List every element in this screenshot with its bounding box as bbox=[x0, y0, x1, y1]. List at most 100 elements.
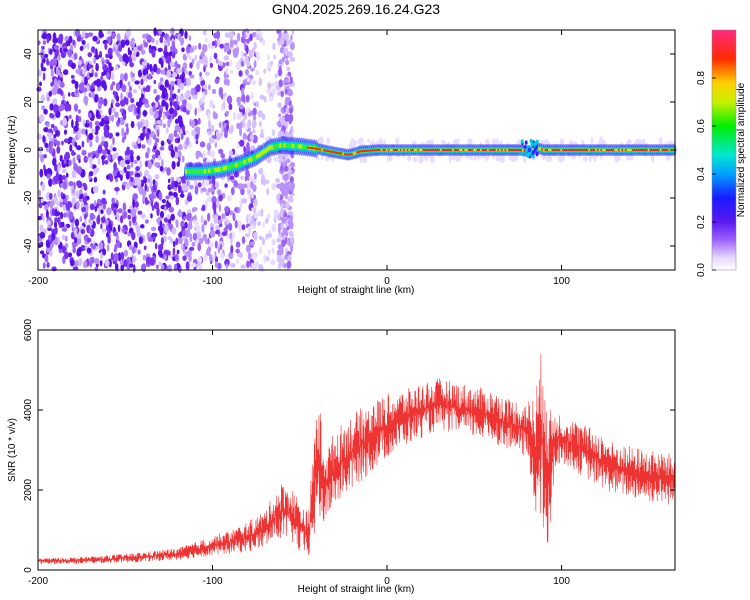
spectrogram-cell bbox=[74, 218, 80, 227]
spectrogram-cell bbox=[125, 170, 130, 180]
spectrogram-cell bbox=[196, 230, 201, 240]
spectrogram-cell bbox=[252, 128, 256, 134]
spectrogram-cell bbox=[88, 132, 94, 141]
spectrogram-cell bbox=[65, 202, 70, 211]
spectrogram-cell bbox=[96, 215, 101, 225]
spectrogram-cell bbox=[280, 207, 284, 217]
spectrogram-cell bbox=[84, 217, 87, 225]
spectrogram-cell bbox=[289, 186, 294, 192]
spectrogram-cell bbox=[288, 168, 292, 174]
spectrogram-cell bbox=[229, 175, 235, 180]
spectrogram-cell bbox=[273, 157, 279, 162]
spectrogram-cell bbox=[43, 228, 48, 235]
spectrogram-cell bbox=[170, 176, 175, 181]
spectrogram-cell bbox=[164, 224, 169, 234]
spectrogram-cell bbox=[107, 154, 112, 161]
spectrogram-cell bbox=[216, 39, 220, 47]
spectrogram-cell bbox=[287, 219, 293, 225]
spectrogram-cell bbox=[51, 232, 56, 241]
spectrogram-cell bbox=[39, 81, 42, 87]
spectrogram-cell bbox=[212, 110, 216, 119]
spectrogram-cell bbox=[147, 236, 153, 242]
spectrogram-cell bbox=[207, 212, 211, 221]
spectrogram-cell bbox=[246, 77, 251, 83]
spectrogram-cell bbox=[38, 69, 42, 77]
spectrogram-cell bbox=[250, 67, 255, 72]
spectrogram-cell bbox=[235, 47, 240, 55]
spectrogram-cell bbox=[92, 35, 98, 42]
spectrogram-cell bbox=[120, 99, 125, 107]
spectrogram-cell bbox=[226, 233, 230, 239]
spectrogram-cell bbox=[115, 50, 119, 56]
spectrogram-ridge-disturbance bbox=[535, 151, 539, 157]
spectrogram-cell bbox=[164, 45, 168, 53]
spectrogram-cell bbox=[226, 123, 230, 131]
spectrogram-cell bbox=[148, 193, 154, 200]
spectrogram-cell bbox=[115, 82, 121, 91]
spectrogram-cell bbox=[62, 204, 67, 212]
spectrogram-cell bbox=[132, 215, 136, 224]
spectrogram-cell bbox=[42, 262, 46, 269]
spectrogram-cell bbox=[81, 128, 86, 135]
spectrogram-cell bbox=[281, 239, 286, 247]
spectrogram-cell bbox=[42, 213, 45, 222]
spectrogram-cell bbox=[187, 212, 192, 220]
spectrogram-cell bbox=[228, 251, 234, 260]
spectrogram-cell bbox=[108, 107, 112, 116]
spectrogram-cell bbox=[140, 78, 144, 86]
spectrogram-cell bbox=[193, 207, 198, 212]
spectrogram-cell bbox=[228, 31, 234, 39]
spectrogram-cell bbox=[159, 226, 164, 236]
spectrogram-cell bbox=[424, 154, 429, 161]
spectrogram-cell bbox=[59, 202, 63, 208]
spectrogram-cell bbox=[317, 137, 321, 145]
spectrogram-cell bbox=[57, 36, 63, 44]
spectrogram-cell bbox=[287, 39, 293, 45]
spectrogram-cell bbox=[128, 85, 132, 92]
spectrogram-cell bbox=[228, 103, 233, 111]
spectrogram-cell bbox=[199, 76, 204, 81]
spectrogram-cell bbox=[176, 68, 182, 74]
spectrogram-cell bbox=[39, 148, 42, 155]
spectrogram-cell bbox=[110, 252, 114, 261]
spectrogram-cell bbox=[251, 80, 257, 85]
spectrogram-cell bbox=[153, 88, 158, 94]
spectrogram-cell bbox=[122, 202, 127, 211]
spectrogram-cell bbox=[142, 33, 147, 39]
spectrogram-cell bbox=[123, 249, 129, 257]
colorbar-tick-label: 0.2 bbox=[696, 215, 707, 229]
spectrogram-cell bbox=[412, 157, 418, 163]
spectrogram-cell bbox=[106, 232, 109, 238]
spectrogram-cell bbox=[144, 169, 149, 177]
spectrogram-cell bbox=[104, 219, 109, 226]
spectrogram-cell bbox=[41, 105, 46, 111]
spectrogram-cell bbox=[71, 149, 75, 156]
spectrogram-cell bbox=[89, 156, 93, 164]
spectrogram-cell bbox=[159, 77, 164, 83]
spectrogram-cell bbox=[95, 78, 101, 88]
figure-title: GN04.2025.269.16.24.G23 bbox=[272, 1, 440, 17]
spectrogram-cell bbox=[123, 131, 127, 140]
snr-x-tick-label: 0 bbox=[384, 576, 390, 587]
spectrogram-cell bbox=[590, 137, 594, 145]
spectrogram-cell bbox=[134, 80, 140, 85]
spectrogram-cell bbox=[61, 227, 68, 232]
spectrogram-cell bbox=[262, 237, 265, 246]
spectrogram-cell bbox=[36, 86, 42, 92]
spectrogram-cell bbox=[167, 178, 171, 183]
spectrogram-cell bbox=[116, 151, 119, 159]
spectrogram-cell bbox=[281, 216, 287, 224]
spectrogram-cell bbox=[103, 160, 109, 165]
spectrogram-cell bbox=[150, 131, 156, 138]
spectrogram-cell bbox=[180, 132, 184, 140]
spectrogram-cell bbox=[84, 97, 89, 106]
spectrogram-cell bbox=[259, 246, 263, 255]
spectrogram-cell bbox=[119, 159, 125, 167]
spectrogram-cell bbox=[455, 138, 460, 145]
colorbar-ticks: 0.0 0.2 0.4 0.6 0.8 bbox=[696, 71, 716, 277]
spectrogram-cell bbox=[121, 127, 125, 137]
spectrogram-cell bbox=[114, 263, 119, 271]
spectrogram-cell bbox=[250, 145, 256, 152]
spectrogram-cell bbox=[280, 90, 284, 98]
spectrogram-cell bbox=[230, 70, 234, 75]
